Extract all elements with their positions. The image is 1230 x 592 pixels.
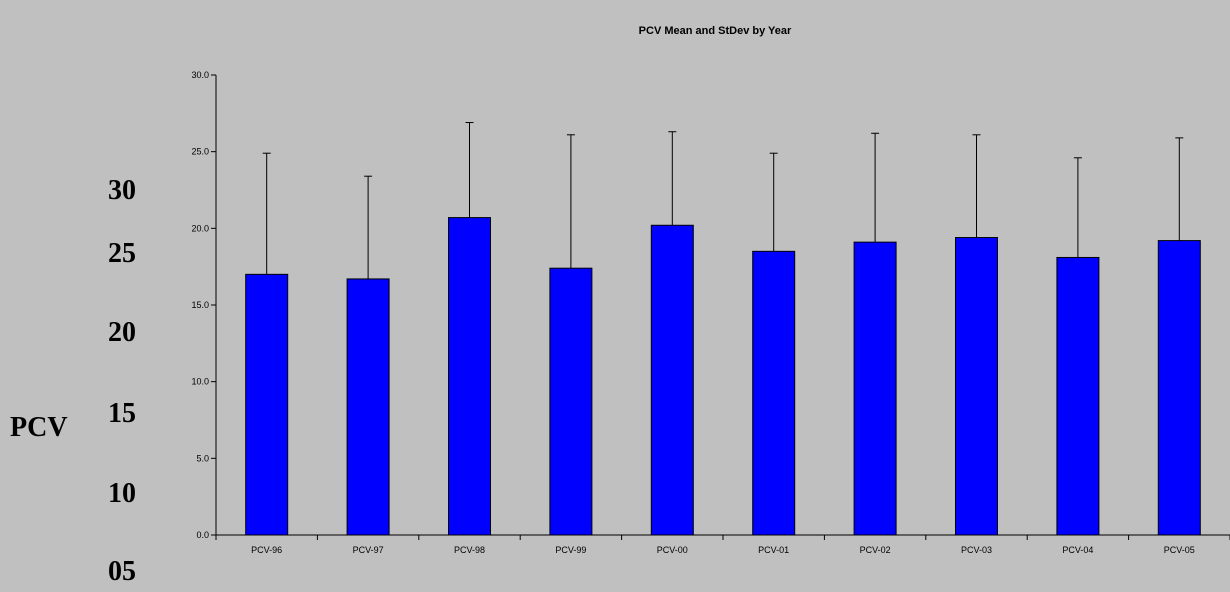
- y-tick-label: 0.0: [196, 530, 209, 540]
- outer-tick-10: 10: [108, 478, 136, 509]
- bar: [752, 250, 796, 536]
- bar: [245, 273, 289, 536]
- outer-tick-30: 30: [108, 175, 136, 206]
- x-tick-label: PCV-01: [758, 545, 789, 555]
- x-tick-label: PCV-02: [860, 545, 891, 555]
- x-tick-label: PCV-98: [454, 545, 485, 555]
- outer-tick-25: 25: [108, 238, 136, 269]
- y-tick-label: 20.0: [191, 223, 209, 233]
- outer-axis-label: PCV: [10, 412, 68, 443]
- x-tick-label: PCV-99: [555, 545, 586, 555]
- bar: [650, 224, 694, 536]
- y-tick-label: 15.0: [191, 300, 209, 310]
- bar: [448, 217, 491, 536]
- y-tick-label: 30.0: [191, 70, 209, 80]
- x-tick-label: PCV-97: [353, 545, 384, 555]
- bar-chart: PCV Mean and StDev by Year 0.0 5.0 10.0 15.…: [191, 25, 1230, 555]
- outer-tick-20: 20: [108, 317, 136, 348]
- outer-tick-05: 05: [108, 556, 136, 587]
- x-tick-label: PCV-03: [961, 545, 992, 555]
- y-tick-label: 25.0: [191, 147, 209, 157]
- x-tick-label: PCV-05: [1164, 545, 1195, 555]
- outer-tick-15: 15: [108, 398, 136, 429]
- bar: [1157, 240, 1201, 536]
- chart-title: PCV Mean and StDev by Year: [639, 25, 792, 37]
- bar: [1056, 256, 1100, 536]
- x-tick-label: PCV-04: [1062, 545, 1093, 555]
- bar: [853, 241, 897, 536]
- y-tick-label: 10.0: [191, 377, 209, 387]
- bar: [549, 267, 593, 536]
- chart-area: PCV Mean and StDev by Year 0.0 5.0 10.0 15.…: [170, 0, 1230, 587]
- x-tick-label: PCV-96: [251, 545, 282, 555]
- x-tick-label: PCV-00: [657, 545, 688, 555]
- bar: [346, 278, 390, 536]
- plot-area: 0.0 5.0 10.0 15.0 20.0 25.0 30.0 PCV-96 PCV-97 PC…: [191, 70, 1230, 555]
- bar: [955, 237, 998, 536]
- y-tick-label: 5.0: [196, 453, 209, 463]
